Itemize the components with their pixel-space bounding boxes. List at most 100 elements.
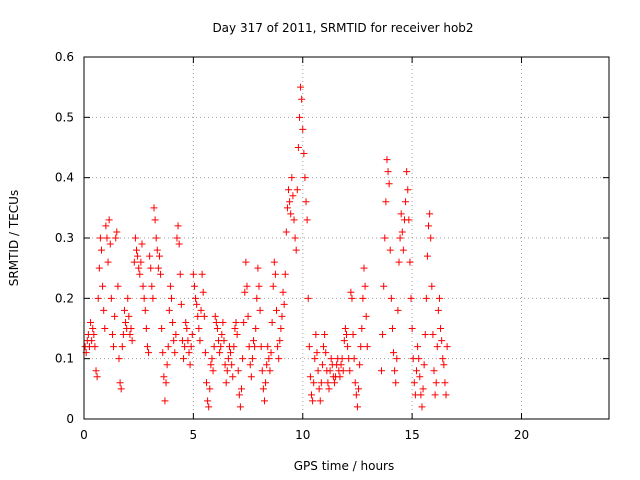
data-point (396, 234, 404, 242)
data-point (228, 361, 236, 369)
data-point (298, 95, 306, 103)
data-point (415, 355, 423, 363)
data-point (399, 246, 407, 254)
data-point (223, 367, 231, 375)
data-point (443, 343, 451, 351)
data-point (198, 270, 206, 278)
data-point (336, 373, 344, 381)
y-tick-label: 0.2 (55, 291, 74, 305)
data-point (116, 379, 124, 387)
data-point (182, 318, 190, 326)
data-point (286, 198, 294, 206)
data-point (135, 264, 143, 272)
data-point (259, 385, 267, 393)
data-point (300, 150, 308, 158)
data-point (301, 174, 309, 182)
data-point (405, 216, 413, 224)
data-point (108, 331, 116, 339)
data-point (195, 325, 203, 332)
data-point (294, 144, 302, 151)
data-point (87, 318, 95, 326)
data-point (201, 349, 209, 357)
data-point (125, 312, 133, 320)
data-point (171, 349, 179, 357)
data-point (431, 391, 439, 399)
x-tick-label: 0 (80, 428, 88, 442)
data-point (312, 331, 320, 339)
y-tick-label: 0.3 (55, 231, 74, 245)
data-point (358, 325, 366, 332)
data-point (355, 385, 363, 393)
data-point (356, 361, 364, 369)
data-point (170, 337, 178, 345)
data-point (252, 325, 260, 332)
data-point (281, 270, 289, 278)
data-point (133, 246, 140, 254)
data-point (242, 258, 250, 266)
data-point (432, 379, 440, 387)
data-point (238, 385, 245, 393)
data-point (437, 325, 445, 332)
data-point (270, 258, 278, 266)
x-tick-label: 20 (514, 428, 529, 442)
data-point (204, 397, 212, 405)
data-point (186, 361, 194, 369)
axis-ticks: 0 5 10 15 20 0 0.1 0.2 0.3 0.4 0.5 0.6 (55, 50, 609, 442)
x-tick-label: 5 (190, 428, 198, 442)
data-point (236, 403, 244, 411)
data-point (117, 385, 125, 393)
data-point (407, 294, 415, 302)
data-point (340, 337, 348, 345)
data-point (303, 216, 311, 224)
data-point (210, 343, 218, 351)
data-point (205, 403, 213, 411)
data-point (166, 282, 174, 290)
data-point (256, 306, 264, 314)
data-point (114, 282, 122, 290)
data-point (149, 294, 157, 302)
data-point (267, 349, 275, 357)
data-point (138, 240, 146, 248)
data-point (439, 355, 447, 363)
data-point (278, 312, 286, 320)
data-point (250, 337, 258, 345)
data-point (241, 288, 249, 296)
data-point (363, 343, 371, 351)
data-point (410, 379, 418, 387)
data-point (419, 385, 427, 393)
data-point (126, 331, 134, 339)
data-point (391, 367, 399, 375)
data-point (362, 312, 370, 320)
data-point (262, 379, 270, 387)
data-point (403, 168, 411, 176)
data-point (124, 294, 132, 302)
data-point (130, 258, 138, 266)
data-point (99, 282, 107, 290)
data-point (139, 282, 147, 290)
data-point (339, 367, 347, 375)
data-point (247, 373, 255, 381)
data-point (98, 246, 105, 254)
data-point (384, 168, 392, 176)
data-point (316, 397, 324, 405)
data-point (285, 186, 293, 194)
data-point (254, 264, 262, 272)
data-point (350, 355, 358, 363)
data-point (327, 355, 335, 363)
data-point (266, 367, 274, 375)
data-point (206, 385, 214, 393)
data-point (159, 349, 167, 357)
data-point (103, 234, 111, 242)
data-point (209, 367, 217, 375)
data-point (388, 325, 396, 332)
data-points (81, 83, 451, 411)
data-point (157, 270, 165, 278)
data-point (310, 379, 318, 387)
data-point (95, 264, 103, 272)
data-point (230, 343, 238, 351)
data-point (243, 282, 251, 290)
data-point (150, 204, 158, 212)
data-point (297, 83, 305, 91)
data-point (398, 228, 406, 236)
data-point (276, 337, 284, 345)
